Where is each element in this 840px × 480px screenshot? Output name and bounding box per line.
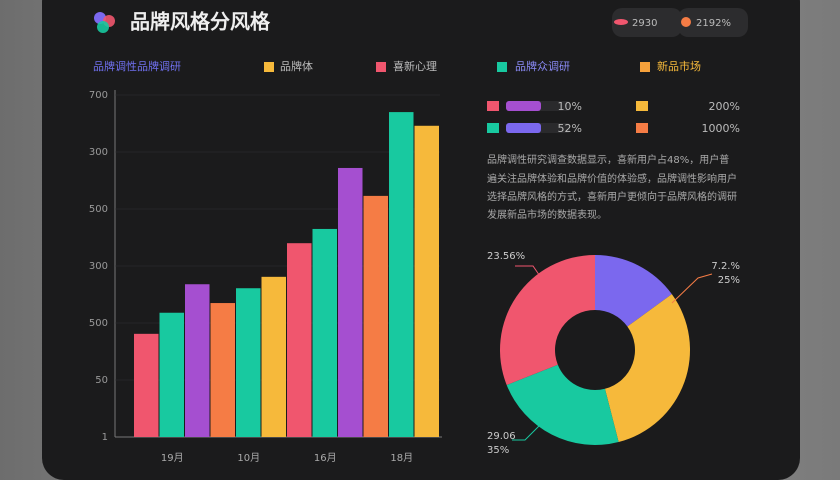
stat-swatch	[636, 101, 648, 111]
legend-label: 新品市场	[657, 59, 701, 73]
stat-label: 10%	[558, 100, 582, 113]
paragraph-line: 发展新品市场的数据表现。	[487, 208, 607, 221]
pie-slice	[604, 294, 691, 443]
y-tick-label: 1	[102, 432, 108, 443]
legend-swatch	[264, 62, 274, 72]
legend-label: 喜新心理	[393, 59, 437, 73]
legend-label: 品牌众调研	[515, 59, 570, 73]
leader-line	[512, 419, 546, 441]
leader-line	[671, 273, 713, 304]
bar	[236, 288, 261, 437]
pill-icon	[614, 19, 628, 25]
bar	[389, 112, 414, 437]
pie-annotation: 7.2.%	[711, 261, 740, 272]
stat-swatch	[487, 101, 499, 111]
x-tick-label: 19月	[161, 452, 184, 464]
bar	[185, 284, 210, 437]
stat-label: 52%	[558, 122, 582, 135]
paragraph-line: 遍关注品牌体验和品牌价值的体验感，品牌调性影响用户	[487, 172, 737, 185]
pie-annotation: 23.56%	[487, 251, 525, 262]
bar	[210, 303, 235, 437]
pill-text: 2192%	[696, 18, 731, 29]
bar	[312, 228, 337, 437]
stat-swatch	[487, 123, 499, 133]
bar	[287, 243, 312, 437]
leader-line	[515, 265, 556, 299]
bar	[134, 333, 159, 437]
pill-icon	[681, 17, 691, 27]
paragraph-line: 品牌调性研究调查数据显示，喜新用户占48%，用户普	[487, 153, 729, 166]
y-tick-label: 50	[95, 375, 108, 386]
pie-annotation: 35%	[487, 445, 509, 456]
pill-text: 2930	[632, 18, 657, 29]
bar	[363, 195, 388, 437]
x-tick-label: 18月	[390, 452, 413, 464]
legend-swatch	[376, 62, 386, 72]
y-tick-label: 300	[89, 147, 108, 158]
stat-swatch	[636, 123, 648, 133]
bar	[159, 312, 184, 437]
stat-label: 1000%	[702, 122, 740, 135]
paragraph-line: 选择品牌风格的方式，喜新用户更倾向于品牌风格的调研	[487, 190, 737, 203]
pill[interactable]	[678, 8, 748, 37]
stat-label: 200%	[709, 100, 740, 113]
x-tick-label: 10月	[237, 452, 260, 464]
stat-bar	[506, 123, 541, 133]
pie-annotation: 25%	[718, 275, 740, 286]
y-tick-label: 500	[89, 318, 108, 329]
title: 品牌风格分风格	[130, 10, 271, 34]
y-tick-label: 700	[89, 90, 108, 101]
stat-bar	[506, 101, 541, 111]
bar	[414, 125, 439, 437]
y-tick-label: 300	[89, 261, 108, 272]
legend-label: 品牌调性品牌调研	[93, 59, 181, 73]
pill[interactable]	[612, 8, 682, 37]
legend-swatch	[640, 62, 650, 72]
x-tick-label: 16月	[314, 452, 337, 464]
pie-annotation: 29.06	[487, 431, 516, 442]
legend-swatch	[497, 62, 507, 72]
logo	[97, 21, 109, 33]
pie-slice	[499, 255, 595, 385]
bar	[338, 167, 363, 437]
pie-slice	[506, 364, 619, 445]
pie-slice	[595, 255, 672, 327]
bar	[261, 276, 286, 437]
legend-label: 品牌体	[280, 59, 313, 73]
y-tick-label: 500	[89, 204, 108, 215]
